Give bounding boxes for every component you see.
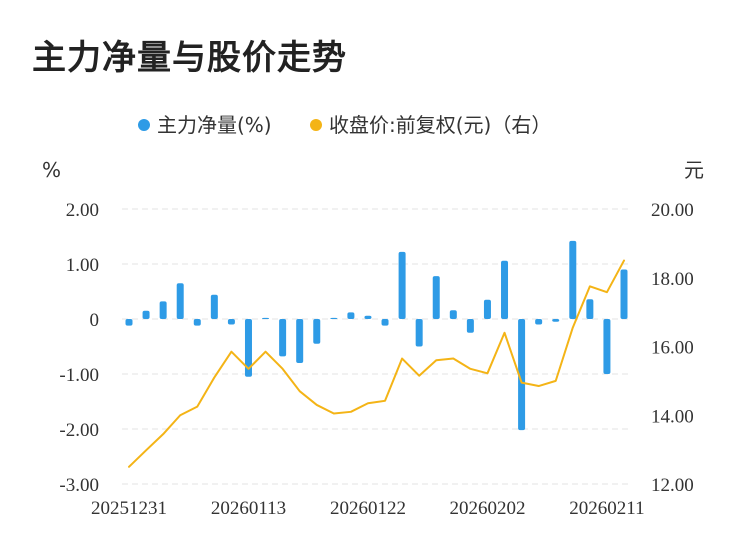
legend: 主力净量(%) 收盘价:前复权(元)（右） <box>138 113 551 137</box>
net-volume-bar <box>449 310 457 319</box>
left-tick-label: 1.00 <box>66 255 99 276</box>
net-volume-bar <box>279 319 287 357</box>
right-tick-label: 20.00 <box>651 200 694 221</box>
net-volume-bar <box>227 319 235 325</box>
net-volume-bar <box>466 319 474 333</box>
net-volume-bar <box>603 319 611 374</box>
net-volume-bar <box>398 251 406 319</box>
net-volume-bar <box>125 319 133 326</box>
left-tick-label: 2.00 <box>66 200 99 221</box>
net-volume-bar <box>313 319 321 344</box>
right-tick-label: 14.00 <box>651 406 694 427</box>
x-tick-label: 20251231 <box>91 498 167 519</box>
net-volume-bar <box>620 269 628 319</box>
net-volume-bar <box>518 319 526 431</box>
x-axis-ticks: 20251231 20260113 20260122 20260202 20260211 <box>91 498 645 519</box>
net-volume-bar <box>483 299 491 319</box>
left-tick-label: -2.00 <box>59 420 99 441</box>
close-price-line-layer <box>128 259 625 468</box>
net-volume-bars <box>125 240 628 431</box>
net-volume-bar <box>586 299 594 319</box>
net-volume-bar <box>142 310 150 319</box>
right-axis-ticks: 20.00 18.00 16.00 14.00 12.00 <box>651 200 694 496</box>
net-volume-bar <box>210 294 218 319</box>
left-axis-unit: % <box>42 158 61 182</box>
right-tick-label: 16.00 <box>651 338 694 359</box>
right-tick-label: 18.00 <box>651 269 694 290</box>
net-volume-bar <box>159 301 167 319</box>
legend-marker-net-volume <box>138 119 150 131</box>
net-volume-bar <box>262 317 270 319</box>
x-tick-label: 20260122 <box>330 498 406 519</box>
net-volume-bar <box>244 319 252 377</box>
net-volume-bar <box>296 319 304 363</box>
close-price-line <box>128 259 625 468</box>
net-volume-bar <box>381 319 389 326</box>
net-volume-bar <box>364 315 372 319</box>
grid-lines <box>122 208 632 485</box>
legend-marker-close-price <box>310 119 322 131</box>
net-volume-bar <box>330 317 338 319</box>
net-volume-bar <box>415 319 423 347</box>
net-volume-bar <box>552 319 560 322</box>
left-axis-ticks: 2.00 1.00 0 -1.00 -2.00 -3.00 <box>59 200 99 496</box>
right-axis-unit: 元 <box>684 158 704 182</box>
right-tick-label: 12.00 <box>651 475 694 496</box>
left-tick-label: -1.00 <box>59 365 99 386</box>
x-tick-label: 20260113 <box>211 498 286 519</box>
net-volume-bar <box>535 319 543 325</box>
x-tick-label: 20260211 <box>569 498 644 519</box>
legend-label-net-volume: 主力净量(%) <box>157 113 272 137</box>
net-volume-bar <box>176 283 184 319</box>
legend-label-close-price: 收盘价:前复权(元)（右） <box>329 113 551 137</box>
net-volume-bar <box>347 312 355 319</box>
left-tick-label: -3.00 <box>59 475 99 496</box>
chart-title: 主力净量与股价走势 <box>32 38 347 78</box>
x-tick-label: 20260202 <box>449 498 525 519</box>
net-volume-bar <box>569 240 577 319</box>
net-volume-bar <box>193 319 201 326</box>
net-volume-bar <box>432 276 440 319</box>
net-volume-bar <box>501 260 509 319</box>
left-tick-label: 0 <box>90 310 100 331</box>
